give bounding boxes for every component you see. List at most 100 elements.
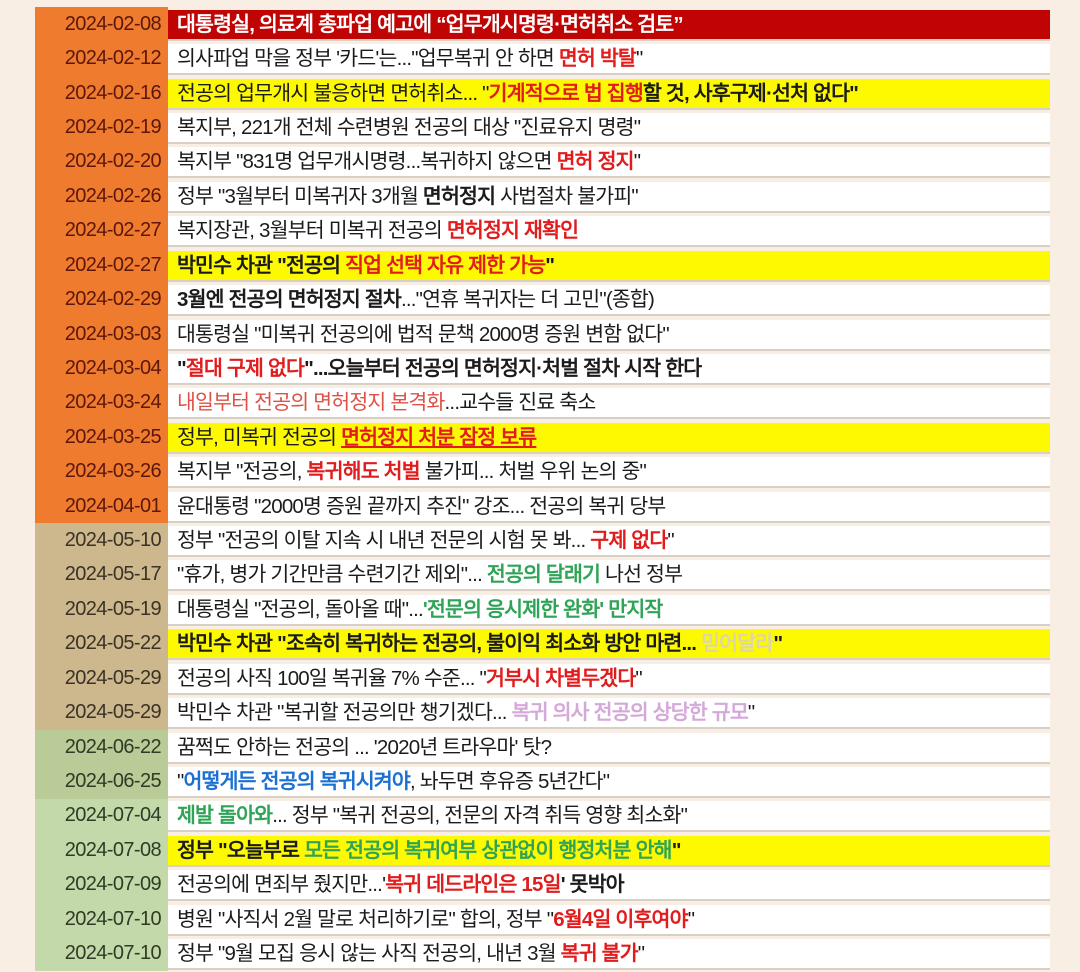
date-cell: 2024-02-20: [35, 144, 168, 180]
headline-strip: 복지부 "831명 업무개시명령...복귀하지 않으면 면허 정지": [168, 147, 1050, 177]
headline-segment: '전문의 응시제한 완화' 만지작: [422, 597, 663, 621]
date-cell: 2024-07-10: [35, 936, 168, 971]
headline-strip: 대통령실 "전공의, 돌아올 때"...'전문의 응시제한 완화' 만지작: [168, 594, 1050, 624]
left-margin: [0, 179, 35, 213]
date-cell: 2024-05-29: [35, 695, 168, 730]
headline-segment: 박민수 차관 "조속히 복귀하는 전공의, 불이익 최소화 방안 마련...: [177, 632, 702, 656]
left-margin: [0, 41, 35, 75]
left-margin: [0, 868, 35, 902]
timeline-row: 2024-06-25 "어떻게든 전공의 복귀시켜야, 놔두면 후유증 5년간다": [0, 764, 1080, 799]
headline-segment: 정부, 미복귀 전공의: [177, 425, 342, 449]
left-margin: [0, 902, 35, 936]
headline-segment: ": [687, 907, 695, 931]
headline-segment: 6월4일 이후여야: [553, 907, 688, 931]
headline-strip: 내일부터 전공의 면허정지 본격화...교수들 진료 축소: [168, 388, 1050, 418]
left-margin: [0, 592, 35, 626]
headline-segment: 절대 구제 없다: [185, 356, 305, 380]
headline-segment: 복귀 의사 전공의 상당한 규모: [511, 701, 749, 725]
headline-strip: "휴가, 병가 기간만큼 수련기간 제외"... 전공의 달래기 나선 정부: [168, 560, 1050, 590]
timeline-row: 2024-05-17 "휴가, 병가 기간만큼 수련기간 제외"... 전공의 달…: [0, 557, 1080, 593]
headline-segment: ": [637, 942, 645, 966]
date-cell: 2024-02-19: [35, 110, 168, 145]
headline-segment: 면허 정지: [556, 150, 635, 174]
headline-segment: 불가피... 처벌 우위 논의 중": [419, 460, 647, 484]
headline-segment: 정부 "9월 모집 응시 않는 사직 전공의, 내년 3월: [177, 942, 561, 966]
headline-segment: 병원 "사직서 2월 말로 처리하기로" 합의, 정부 ": [177, 907, 554, 931]
headline-segment: 의사파업 막을 정부 '카드'는..."업무복귀 안 하면: [177, 47, 559, 71]
timeline-row: 2024-03-25 정부, 미복귀 전공의 면허정지 처분 잠정 보류: [0, 420, 1080, 455]
headline-segment: 대통령실 "미복귀 전공의에 법적 문책 2000명 증원 변함 없다": [177, 322, 670, 346]
left-margin: [0, 145, 35, 179]
date-cell: 2024-03-24: [35, 385, 168, 421]
timeline-row: 2024-02-16 전공의 업무개시 불응하면 면허취소... "기계적으로 법…: [0, 75, 1080, 111]
left-margin: [0, 661, 35, 695]
headline-strip: 전공의 사직 100일 복귀율 7% 수준... "거부시 차별두겠다": [168, 663, 1050, 693]
date-cell: 2024-06-25: [35, 764, 168, 799]
left-margin: [0, 730, 35, 764]
left-margin: [0, 214, 35, 248]
headline-segment: 구제 없다: [590, 529, 668, 553]
date-cell: 2024-04-01: [35, 488, 168, 524]
headline-segment: 거부시 차별두겠다: [486, 666, 636, 690]
headline-segment: 복귀해도 처벌: [306, 460, 421, 484]
headline-strip: 복지부 "전공의, 복귀해도 처벌 불가피... 처벌 우위 논의 중": [168, 457, 1050, 487]
headline-strip: 윤대통령 "2000명 증원 끝까지 추진" 강조... 전공의 복귀 당부: [168, 491, 1050, 521]
headline-segment: 나선 정부: [600, 563, 683, 587]
left-margin: [0, 7, 35, 41]
left-margin: [0, 936, 35, 970]
date-cell: 2024-05-17: [35, 557, 168, 593]
left-margin: [0, 110, 35, 144]
headline-strip: 제발 돌아와... 정부 "복귀 전공의, 전문의 자격 취득 영향 최소화": [168, 801, 1050, 831]
date-cell: 2024-03-04: [35, 351, 168, 386]
timeline-row: 2024-02-20 복지부 "831명 업무개시명령...복귀하지 않으면 면허…: [0, 144, 1080, 180]
headline-segment: 면허 박탈: [558, 47, 637, 71]
headline-strip: 전공의 업무개시 불응하면 면허취소... "기계적으로 법 집행할 것, 사후…: [168, 78, 1050, 108]
headline-segment: "휴가, 병가 기간만큼 수련기간 제외"...: [177, 563, 487, 587]
headline-segment: 3월엔 전공의 면허정지 절차: [177, 288, 402, 312]
headline-segment: ... 정부 "복귀 전공의, 전문의 자격 취득 영향 최소화": [272, 804, 688, 828]
date-cell: 2024-05-19: [35, 592, 168, 627]
date-cell: 2024-07-10: [35, 901, 168, 937]
headline-segment: 제발 돌아와: [177, 804, 273, 828]
headline-segment: ": [545, 253, 555, 277]
left-margin: [0, 282, 35, 316]
headline-strip: 정부 "전공의 이탈 지속 시 내년 전문의 시험 못 봐... 구제 없다": [168, 526, 1050, 556]
left-margin: [0, 523, 35, 557]
headline-segment: 복지장관, 3월부터 미복귀 전공의: [177, 219, 447, 243]
date-cell: 2024-02-27: [35, 213, 168, 248]
date-cell: 2024-02-26: [35, 179, 168, 214]
timeline-row: 2024-03-26 복지부 "전공의, 복귀해도 처벌 불가피... 처벌 우위…: [0, 454, 1080, 489]
timeline-row: 2024-02-12 의사파업 막을 정부 '카드'는..."업무복귀 안 하면 …: [0, 41, 1080, 76]
left-margin: [0, 799, 35, 833]
headline-strip: 병원 "사직서 2월 말로 처리하기로" 합의, 정부 "6월4일 이후여야": [168, 904, 1050, 934]
date-cell: 2024-07-04: [35, 798, 168, 834]
headline-segment: ": [667, 529, 674, 553]
headline-strip: 의사파업 막을 정부 '카드'는..."업무복귀 안 하면 면허 박탈": [168, 44, 1050, 74]
headline-segment: ": [177, 356, 187, 380]
headline-segment: 복귀 불가: [560, 942, 639, 966]
headline-segment: ' 못박아: [560, 873, 625, 897]
left-margin: [0, 764, 35, 798]
headline-segment: ": [633, 150, 641, 174]
headline-segment: 복지부, 221개 전체 수련병원 전공의 대상 "진료유지 명령": [177, 115, 641, 139]
headline-segment: 전공의 업무개시 불응하면 면허취소... ": [177, 81, 489, 105]
headline-segment: ": [671, 838, 682, 862]
headline-strip: 대통령실 "미복귀 전공의에 법적 문책 2000명 증원 변함 없다": [168, 319, 1050, 349]
timeline-row: 2024-06-22 꿈쩍도 안하는 전공의 ... '2020년 트라우마' 탓…: [0, 729, 1080, 765]
timeline-row: 2024-02-27 복지장관, 3월부터 미복귀 전공의 면허정지 재확인: [0, 213, 1080, 248]
date-cell: 2024-03-25: [35, 420, 168, 455]
headline-segment: 면허정지 처분 잠정 보류: [341, 425, 537, 449]
timeline-row: 2024-02-19 복지부, 221개 전체 수련병원 전공의 대상 "진료유지…: [0, 110, 1080, 145]
left-margin: [0, 420, 35, 454]
headline-segment: 대통령실 "전공의, 돌아올 때"...: [177, 597, 424, 621]
headline-strip: 복지부, 221개 전체 수련병원 전공의 대상 "진료유지 명령": [168, 112, 1050, 142]
date-cell: 2024-02-16: [35, 75, 168, 111]
headline-strip: 정부 "3월부터 미복귀자 3개월 면허정지 사법절차 불가피": [168, 181, 1050, 211]
timeline-row: 2024-07-04 제발 돌아와... 정부 "복귀 전공의, 전문의 자격 취…: [0, 798, 1080, 834]
date-cell: 2024-02-27: [35, 247, 168, 283]
headline-segment: 기계적으로 법 집행: [488, 81, 644, 105]
timeline-row: 2024-07-08 정부 "오늘부로 모든 전공의 복귀여부 상관없이 행정처분…: [0, 833, 1080, 868]
timeline-row: 2024-02-29 3월엔 전공의 면허정지 절차..."연휴 복귀자는 더 고…: [0, 282, 1080, 317]
headline-strip: 박민수 차관 "복귀할 전공의만 챙기겠다... 복귀 의사 전공의 상당한 규…: [168, 698, 1050, 728]
